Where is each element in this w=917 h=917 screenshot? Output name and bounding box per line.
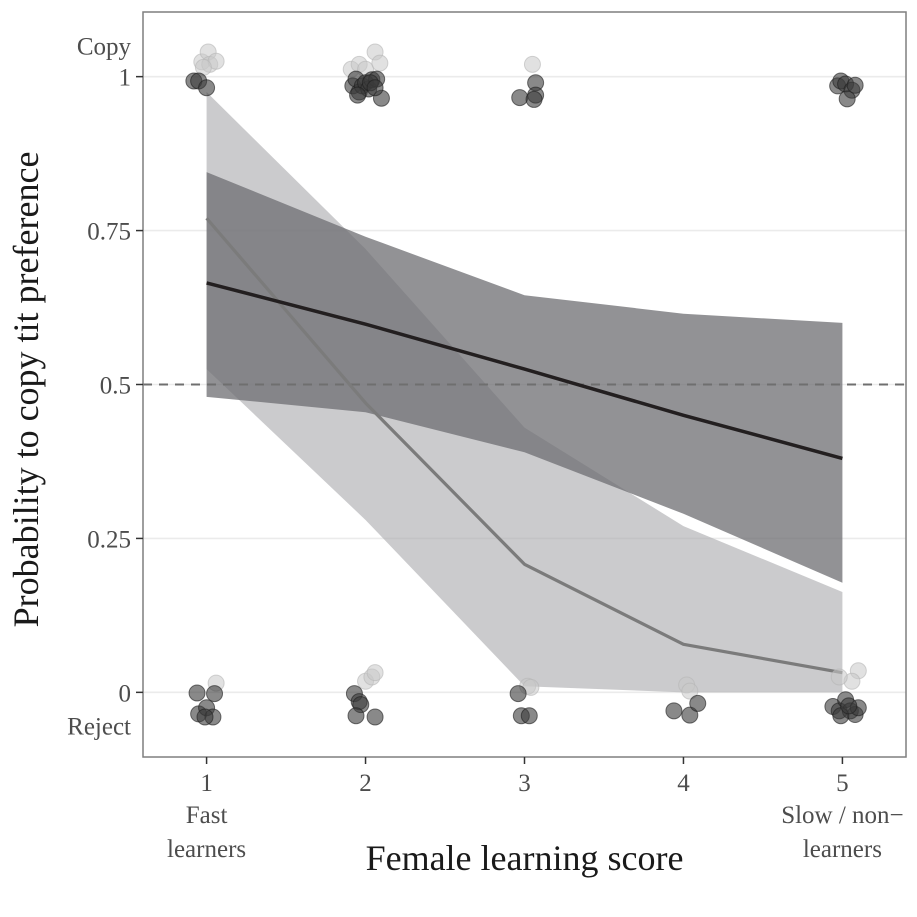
y-tick-label: 0 [119, 680, 132, 707]
data-point-light [681, 682, 699, 700]
data-point-dark [689, 694, 707, 712]
data-point-dark [665, 702, 683, 720]
data-point-dark [196, 708, 214, 726]
fit-lines [205, 217, 843, 675]
data-point-dark [366, 708, 384, 726]
data-point-dark [509, 685, 527, 703]
fit-line-2 [205, 217, 843, 675]
data-points [185, 43, 867, 726]
data-point-dark [681, 706, 699, 724]
x-tick-label: 3 [518, 770, 531, 797]
data-point-dark [520, 707, 538, 725]
x-tick-label: 5 [836, 770, 849, 797]
data-point-dark [198, 79, 216, 97]
x-tick-label: 4 [677, 770, 690, 797]
y-axis-title: Probability to copy tit preference [6, 152, 46, 628]
x-tick-label: 2 [359, 770, 372, 797]
y-tick-label: 1 [119, 65, 132, 92]
confidence-band-1 [206, 172, 843, 583]
data-point-dark [349, 86, 367, 104]
y-annotation-label: Copy [77, 34, 132, 61]
data-point-dark [525, 90, 543, 108]
x-tick-label: 1 [200, 770, 213, 797]
data-point-dark [511, 89, 529, 107]
data-point-dark [846, 76, 864, 94]
y-tick-label: 0.75 [87, 219, 131, 246]
y-tick-label: 0.5 [100, 373, 131, 400]
data-point-dark [366, 79, 384, 97]
y-annotation-label: Reject [67, 713, 131, 740]
data-point-dark [838, 90, 856, 108]
x-annotation-label: Slow / non− [781, 802, 903, 829]
data-point-light [523, 55, 541, 73]
data-point-dark [188, 684, 206, 702]
axes: 1 2 3 4 5 0 0.25 0.5 0.75 1 Fast learners Slow / non… [67, 34, 904, 863]
data-point-dark [347, 707, 365, 725]
data-point-light [366, 664, 384, 682]
data-point-dark [206, 685, 224, 703]
x-annotation-label: Fast [186, 802, 228, 829]
fit-line-1 [206, 281, 843, 461]
data-point-light [830, 668, 848, 686]
x-annotation-label: learners [803, 836, 882, 863]
x-axis-title: Female learning score [366, 838, 684, 878]
x-annotation-label: learners [167, 836, 246, 863]
data-point-light [371, 54, 389, 72]
confidence-bands [206, 92, 843, 693]
y-tick-label: 0.25 [87, 526, 131, 553]
data-point-dark [840, 697, 858, 715]
confidence-band-2 [206, 92, 843, 693]
